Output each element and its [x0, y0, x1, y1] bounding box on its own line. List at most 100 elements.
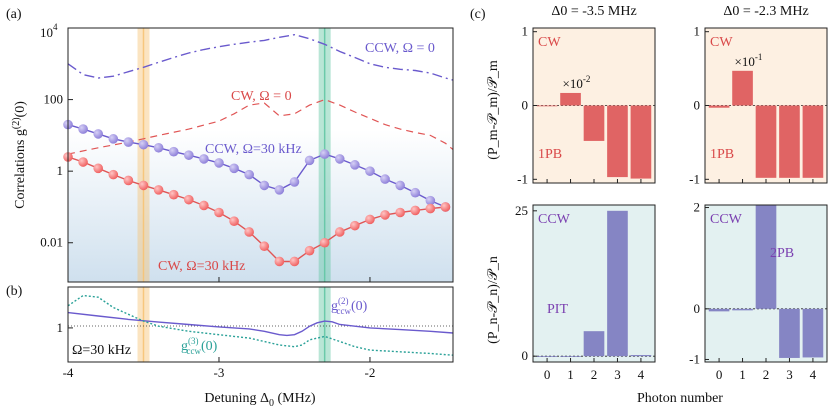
subpanel-note: 2PB — [770, 246, 794, 261]
data-point — [138, 180, 149, 191]
ytick-label: 1 — [57, 163, 64, 178]
data-point — [304, 155, 315, 166]
data-point — [259, 180, 270, 191]
data-point — [183, 150, 194, 160]
data-point — [168, 189, 179, 200]
subpanel-title: Δ0 = -3.5 MHz — [551, 4, 636, 19]
bar — [708, 105, 730, 108]
data-point — [274, 185, 285, 195]
panel-a-chart: 0.01 1 100 104 Correlations g(2)(0) CCW, Ω… — [11, 22, 454, 283]
bar — [755, 205, 777, 309]
annotation-ccw-omega0: CCW, Ω = 0 — [365, 41, 435, 56]
data-point — [334, 154, 345, 164]
data-point — [78, 157, 88, 167]
xtick-label: 3 — [786, 367, 793, 382]
bar — [732, 308, 753, 311]
xtick-label: 0 — [544, 367, 551, 382]
ytick-label: -1 — [689, 351, 700, 366]
bar — [802, 308, 824, 358]
data-point — [214, 207, 224, 218]
data-point — [365, 166, 375, 176]
series-line — [67, 294, 454, 356]
bar — [607, 210, 628, 357]
panel-a-gradient-background — [68, 130, 453, 282]
xtick-label: 3 — [614, 367, 621, 382]
data-point — [289, 256, 300, 267]
subpanel-label: CCW — [710, 212, 743, 227]
bar — [536, 356, 558, 357]
panel-label-b: (b) — [6, 284, 23, 299]
g2-ccw-label: g(2) ccw(0) — [331, 296, 368, 316]
series-line — [67, 33, 454, 81]
data-point — [138, 139, 149, 150]
data-point — [153, 142, 164, 153]
xtick-label: 0 — [716, 367, 723, 382]
data-point — [380, 210, 390, 220]
bar — [732, 70, 753, 106]
ytick-label: 0 — [522, 98, 529, 113]
bar — [802, 105, 824, 178]
xtick-label: 2 — [763, 367, 770, 382]
data-point — [153, 185, 164, 195]
data-point — [123, 137, 134, 147]
data-point — [395, 207, 405, 218]
bar — [630, 355, 652, 357]
subpanel-label: CW — [710, 35, 733, 50]
bar — [583, 331, 605, 357]
series-line — [67, 311, 454, 337]
data-point — [334, 227, 345, 237]
panel-c-chart: 1 0 -1 CW 1PB Δ0 = -3.5 MHz ×10-2 1 0 -1 CW 1PB Δ0 =… — [486, 4, 828, 406]
data-point — [93, 163, 103, 174]
subpanel-label: CW — [538, 35, 561, 50]
bar-subpanel-cw-right: 1 0 -1 CW 1PB Δ0 = -2.3 MHz ×10-1 — [689, 4, 828, 186]
xtick-label: 1 — [567, 367, 574, 382]
ytick-label: 0 — [522, 348, 529, 363]
data-point — [108, 134, 119, 144]
data-point — [425, 203, 436, 214]
data-point — [244, 227, 254, 237]
data-point — [350, 160, 360, 170]
bar — [779, 308, 800, 358]
bar — [583, 105, 605, 141]
data-point — [425, 195, 436, 206]
g3-ccw-label: g(3) ccw(0) — [181, 336, 218, 356]
data-point — [440, 202, 451, 212]
data-point — [274, 256, 285, 267]
panel-b-xlabel: Detuning Δ0 (MHz) — [204, 391, 316, 409]
bar-subpanel-ccw-left: 25 00 1 2 3 4 CCW PIT — [515, 203, 656, 382]
xtick-label: 4 — [638, 367, 645, 382]
scale-label: ×10-2 — [563, 74, 591, 91]
data-point — [168, 146, 179, 157]
data-point — [410, 205, 421, 216]
data-point — [93, 129, 103, 139]
bar — [560, 356, 581, 357]
panel-a-ylabel: Correlations g(2)(0) — [11, 101, 28, 209]
panel-c-ylabel-bottom: (P_n-𝒫_n)/𝒫_n — [486, 256, 501, 344]
panel-a-frame — [67, 27, 454, 283]
data-point — [365, 214, 375, 225]
bar — [630, 105, 652, 179]
xtick-label: 4 — [810, 367, 817, 382]
ytick-label: 1 — [57, 320, 64, 335]
bar — [708, 308, 730, 312]
bar — [536, 105, 558, 107]
panel-label-c: (c) — [470, 7, 486, 22]
subpanel-label: CCW — [538, 212, 571, 227]
series-line — [67, 98, 454, 155]
data-point — [410, 187, 421, 198]
data-point — [395, 180, 405, 191]
xtick-label: -3 — [214, 365, 225, 380]
data-point — [214, 158, 224, 168]
bar — [755, 105, 777, 178]
bar-subpanel-cw-left: 1 0 -1 CW 1PB Δ0 = -3.5 MHz ×10-2 — [517, 4, 656, 186]
bar — [779, 105, 800, 178]
data-point — [78, 124, 88, 134]
annotation-ccw-omega30: CCW, Ω=30 kHz — [205, 142, 302, 157]
data-point — [380, 174, 390, 184]
panel-label-a: (a) — [6, 7, 22, 22]
data-point — [199, 200, 209, 211]
scale-label: ×10-1 — [735, 52, 763, 69]
ytick-label: 0 — [694, 301, 701, 316]
subpanel-note: 1PB — [710, 147, 734, 162]
